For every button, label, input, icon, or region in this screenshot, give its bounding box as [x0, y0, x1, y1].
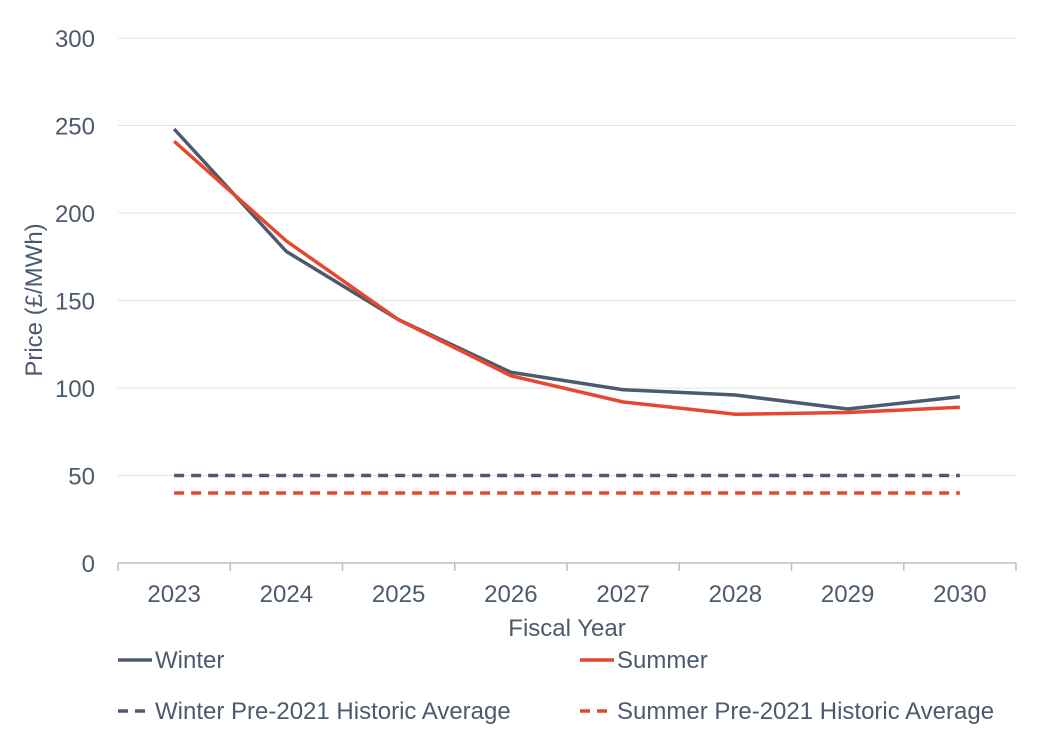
- y-tick-label: 0: [82, 551, 95, 578]
- legend-label: Winter Pre-2021 Historic Average: [155, 698, 511, 725]
- x-tick-label: 2029: [821, 581, 874, 608]
- x-tick-label: 2026: [484, 581, 537, 608]
- y-tick-label: 250: [55, 114, 95, 141]
- x-tick-label: 2023: [147, 581, 200, 608]
- y-tick-label: 100: [55, 376, 95, 403]
- y-tick-label: 200: [55, 201, 95, 228]
- legend-label: Summer Pre-2021 Historic Average: [617, 698, 994, 725]
- legend-label: Summer: [617, 647, 708, 674]
- y-tick-label: 50: [68, 464, 95, 491]
- x-tick-label: 2027: [596, 581, 649, 608]
- x-tick-label: 2028: [709, 581, 762, 608]
- series-line-summer: [172, 139, 960, 416]
- x-axis-title: Fiscal Year: [508, 615, 625, 642]
- y-tick-label: 300: [55, 26, 95, 53]
- series-line-winter: [172, 127, 961, 411]
- y-axis-title: Price (£/MWh): [21, 223, 48, 376]
- x-tick-label: 2030: [933, 581, 986, 608]
- x-tick-label: 2025: [372, 581, 425, 608]
- x-tick-label: 2024: [260, 581, 313, 608]
- legend-label: Winter: [155, 647, 224, 674]
- y-tick-label: 150: [55, 289, 95, 316]
